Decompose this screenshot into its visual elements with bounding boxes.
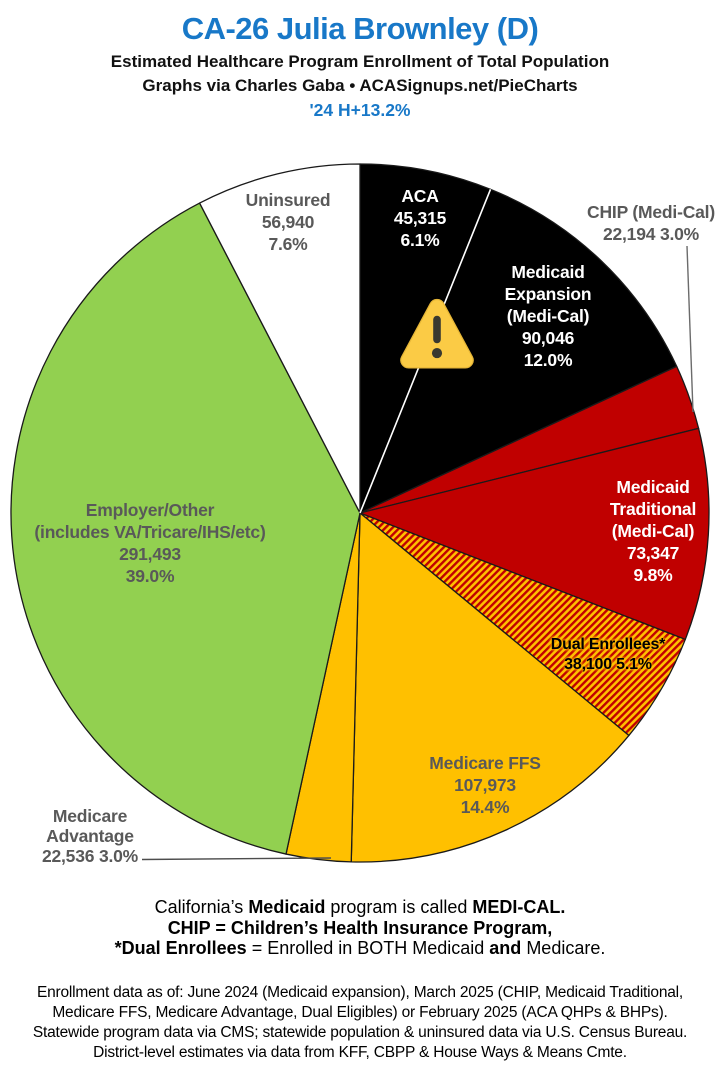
slice-label-chip: CHIP (Medi-Cal) 22,194 3.0% bbox=[587, 202, 715, 244]
slice-label-employer-other: Employer/Other (includes VA/Tricare/IHS/… bbox=[34, 500, 266, 586]
pie-chart: ACA 45,315 6.1% Medicaid Expansion (Medi… bbox=[0, 162, 720, 874]
pie-slice-medicaid-expansion bbox=[359, 188, 678, 514]
slice-label-aca: ACA 45,315 6.1% bbox=[393, 186, 447, 250]
pie-slice-medicare-ffs bbox=[350, 512, 630, 863]
fineprint-line-4: District-level estimates via data from K… bbox=[93, 1044, 627, 1061]
pie-slice-employer-other bbox=[10, 202, 361, 855]
fineprint-line-1: Enrollment data as of: June 2024 (Medica… bbox=[36, 984, 684, 1001]
pie-slice-medicaid-traditional bbox=[359, 427, 710, 641]
election-margin: '24 H+13.2% bbox=[309, 100, 411, 120]
slice-label-uninsured: Uninsured 56,940 7.6% bbox=[245, 190, 331, 254]
chip-leader-line bbox=[686, 245, 694, 413]
warning-icon bbox=[400, 298, 474, 369]
slice-label-medicaid-expansion: Medicaid Expansion (Medi-Cal) 90,046 12.… bbox=[504, 262, 592, 370]
data-source-fineprint: Enrollment data as of: June 2024 (Medica… bbox=[0, 983, 720, 1063]
slice-label-dual-enrollees: Dual Enrollees* 38,100 5.1% bbox=[550, 636, 666, 673]
advantage-leader-line bbox=[141, 857, 332, 861]
chart-subtitle: Estimated Healthcare Program Enrollment … bbox=[110, 52, 610, 71]
slice-label-medicaid-traditional: Medicaid Traditional (Medi-Cal) 73,347 9… bbox=[609, 477, 697, 585]
page-title: CA-26 Julia Brownley (D) bbox=[181, 11, 539, 46]
note-line-2: CHIP = Children’s Health Insurance Progr… bbox=[167, 917, 553, 938]
chart-notes: California’s Medicaid program is called … bbox=[0, 897, 720, 959]
note-line-1: California’s Medicaid program is called … bbox=[154, 897, 566, 917]
pie-svg bbox=[10, 163, 710, 863]
fineprint-line-3: Statewide program data via CMS; statewid… bbox=[32, 1024, 688, 1041]
slice-label-medicare-ffs: Medicare FFS 107,973 14.4% bbox=[429, 753, 541, 817]
slice-label-medicare-advantage: Medicare Advantage 22,536 3.0% bbox=[41, 806, 139, 866]
pie-slice-uninsured bbox=[198, 163, 361, 514]
note-line-3: *Dual Enrollees = Enrolled in BOTH Medic… bbox=[114, 938, 606, 958]
credit-line: Graphs via Charles Gaba • ACASignups.net… bbox=[142, 76, 578, 95]
fineprint-line-2: Medicare FFS, Medicare Advantage, Dual E… bbox=[52, 1004, 668, 1021]
